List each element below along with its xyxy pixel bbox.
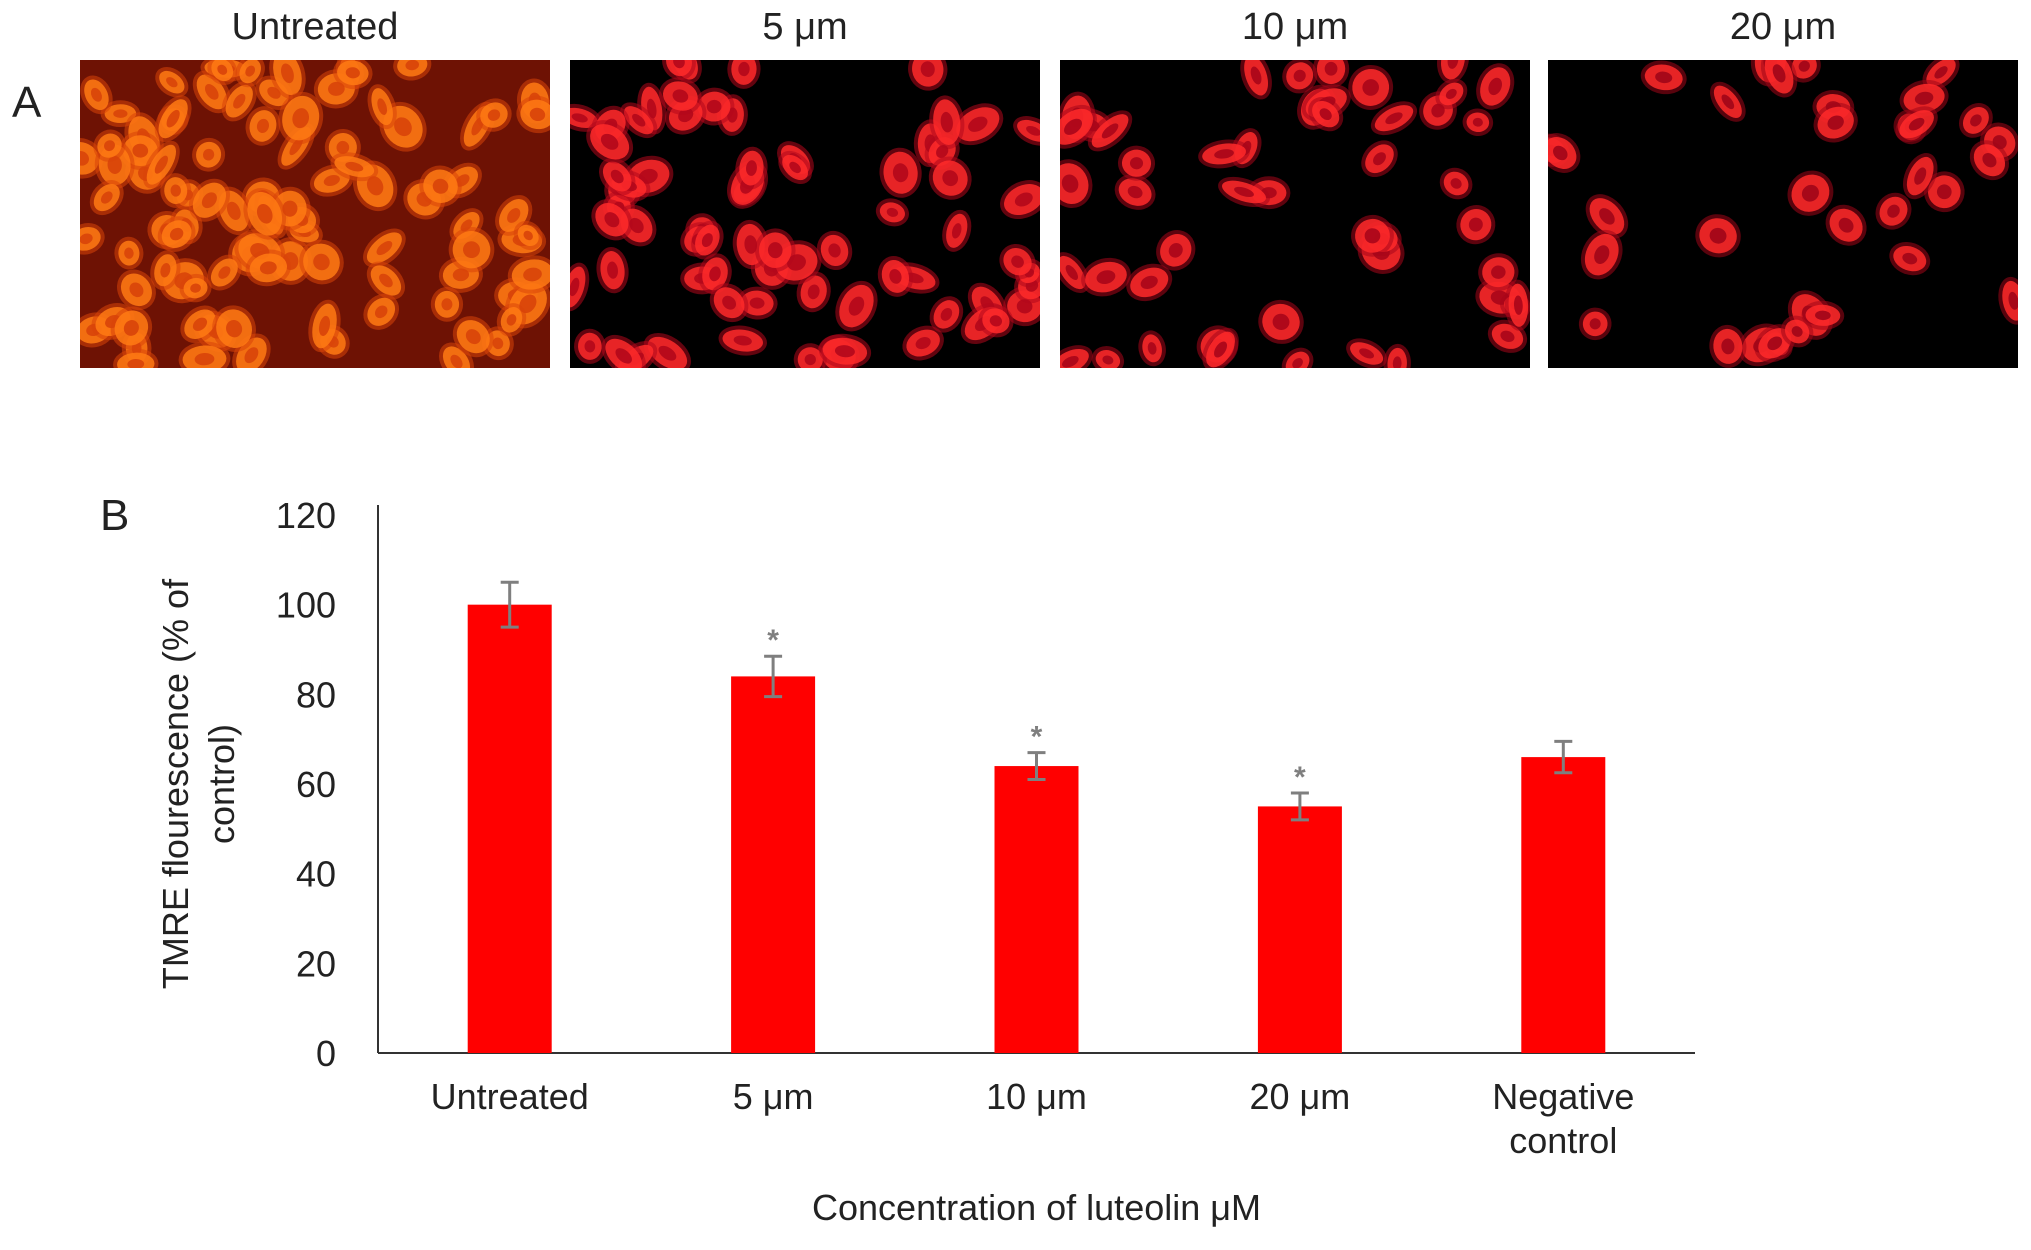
micrograph-20um — [1548, 60, 2018, 368]
image-label-untreated: Untreated — [231, 6, 399, 48]
y-tick-label: 0 — [316, 1033, 336, 1074]
image-label-5um: 5 μm — [762, 6, 848, 48]
error-bar — [1554, 739, 1573, 775]
bar — [467, 604, 552, 1053]
panel-b-letter: B — [100, 491, 129, 540]
micrograph-untreated — [80, 60, 550, 368]
bar-chart: B 0 20 40 60 80 100 120 Untreated * 5 μm * 10 μm * 20 … — [100, 491, 1695, 1228]
bar — [1257, 806, 1342, 1053]
error-bar — [1290, 791, 1309, 822]
y-axis-title: TMRE flourescence (% of control) — [155, 578, 242, 989]
x-tick-label: 20 μm — [1250, 1076, 1351, 1117]
error-bar — [764, 654, 783, 699]
x-tick-label: Untreated — [431, 1076, 589, 1117]
x-tick-label: Negative control — [1492, 1076, 1634, 1161]
y-tick-label: 100 — [276, 585, 336, 626]
significance-marker: * — [1294, 761, 1306, 794]
error-bar — [1027, 751, 1046, 782]
micrograph-10um — [1060, 60, 1530, 368]
y-tick-label: 120 — [276, 495, 336, 536]
error-bar — [500, 580, 519, 629]
y-tick-label: 60 — [296, 764, 336, 805]
bar — [731, 676, 816, 1053]
bar — [994, 766, 1079, 1053]
significance-marker: * — [767, 624, 779, 657]
image-label-20um: 20 μm — [1729, 6, 1837, 48]
y-tick-label: 20 — [296, 943, 336, 984]
bar — [1521, 757, 1606, 1053]
x-tick-label: 10 μm — [986, 1076, 1087, 1117]
x-axis-title: Concentration of luteolin μM — [812, 1187, 1261, 1228]
y-tick-label: 80 — [296, 674, 336, 715]
panel-a-letter: A — [12, 78, 42, 127]
x-tick-label: 5 μm — [733, 1076, 814, 1117]
significance-marker: * — [1031, 721, 1043, 754]
micrograph-5um — [570, 60, 1040, 368]
y-tick-label: 40 — [296, 854, 336, 895]
image-label-10um: 10 μm — [1241, 6, 1349, 48]
